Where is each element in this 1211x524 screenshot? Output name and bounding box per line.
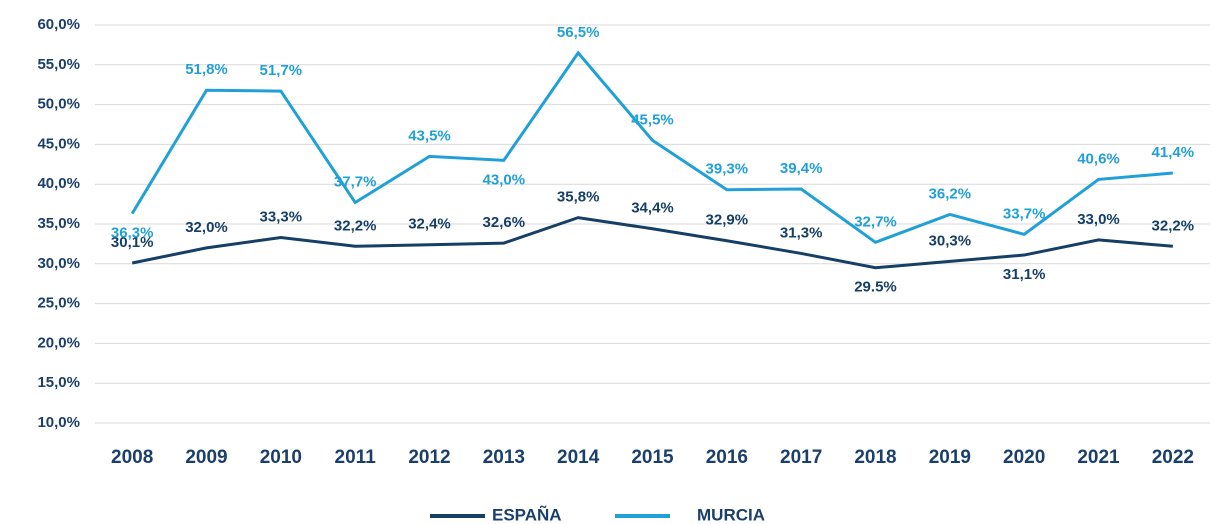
y-tick-label: 25,0%: [37, 295, 80, 312]
y-tick-label: 55,0%: [37, 56, 80, 73]
y-tick-label: 60,0%: [37, 16, 80, 33]
data-label: 32,0%: [185, 219, 228, 236]
data-label: 32,9%: [706, 212, 749, 229]
y-tick-label: 40,0%: [37, 175, 80, 192]
x-tick-label: 2015: [631, 447, 674, 468]
series-line: [130, 50, 1173, 244]
y-tick-label: 30,0%: [37, 255, 80, 272]
data-label: 39,4%: [780, 160, 823, 177]
data-label: 32,2%: [1152, 217, 1195, 234]
legend-label: ESPAÑA: [492, 504, 562, 524]
x-tick-label: 2014: [557, 447, 600, 468]
x-tick-label: 2009: [185, 447, 227, 468]
data-label: 35,8%: [557, 189, 600, 206]
data-label: 29.5%: [854, 279, 897, 296]
data-label: 30,3%: [929, 232, 972, 249]
x-tick-label: 2012: [408, 447, 450, 468]
data-label: 36,2%: [929, 185, 972, 202]
x-tick-label: 2011: [335, 447, 377, 468]
y-tick-label: 35,0%: [37, 215, 80, 232]
data-label: 39,3%: [706, 161, 749, 178]
data-label: 33,0%: [1077, 211, 1120, 228]
data-label: 33,7%: [1003, 205, 1046, 222]
data-label: 43,0%: [483, 171, 526, 188]
data-label: 51,7%: [260, 62, 303, 79]
data-label: 41,4%: [1152, 144, 1195, 161]
y-tick-label: 50,0%: [37, 96, 80, 113]
data-label: 31,3%: [780, 224, 823, 241]
data-label: 32,2%: [334, 217, 377, 234]
x-tick-label: 2008: [111, 447, 153, 468]
x-tick-label: 2021: [1077, 447, 1120, 468]
y-tick-label: 15,0%: [37, 374, 80, 391]
data-label: 56,5%: [557, 24, 600, 41]
data-label: 37,7%: [334, 173, 377, 190]
data-label: 36,3%: [111, 225, 154, 242]
x-tick-label: 2010: [260, 447, 302, 468]
y-tick-label: 10,0%: [37, 414, 80, 431]
data-label: 51,8%: [185, 61, 228, 78]
data-label: 45,5%: [631, 111, 674, 128]
x-tick-label: 2018: [854, 447, 896, 468]
x-tick-label: 2022: [1152, 447, 1194, 468]
x-tick-label: 2016: [706, 447, 748, 468]
y-tick-label: 20,0%: [37, 334, 80, 351]
data-label: 43,5%: [408, 127, 451, 144]
data-label: 40,6%: [1077, 150, 1120, 167]
data-label: 32,7%: [854, 213, 897, 230]
x-tick-label: 2020: [1003, 447, 1045, 468]
x-tick-label: 2013: [483, 447, 525, 468]
x-tick-label: 2019: [929, 447, 971, 468]
data-label: 32,4%: [408, 216, 451, 233]
data-label: 31,1%: [1003, 266, 1046, 283]
data-label: 33,3%: [260, 209, 303, 226]
x-tick-label: 2017: [780, 447, 822, 468]
legend-label: MURCIA: [697, 505, 765, 524]
data-label: 30,1%: [111, 234, 154, 251]
data-label: 34,4%: [631, 200, 674, 217]
series-line: [131, 216, 1173, 270]
data-label: 32,6%: [483, 214, 526, 231]
y-tick-label: 45,0%: [37, 135, 80, 152]
